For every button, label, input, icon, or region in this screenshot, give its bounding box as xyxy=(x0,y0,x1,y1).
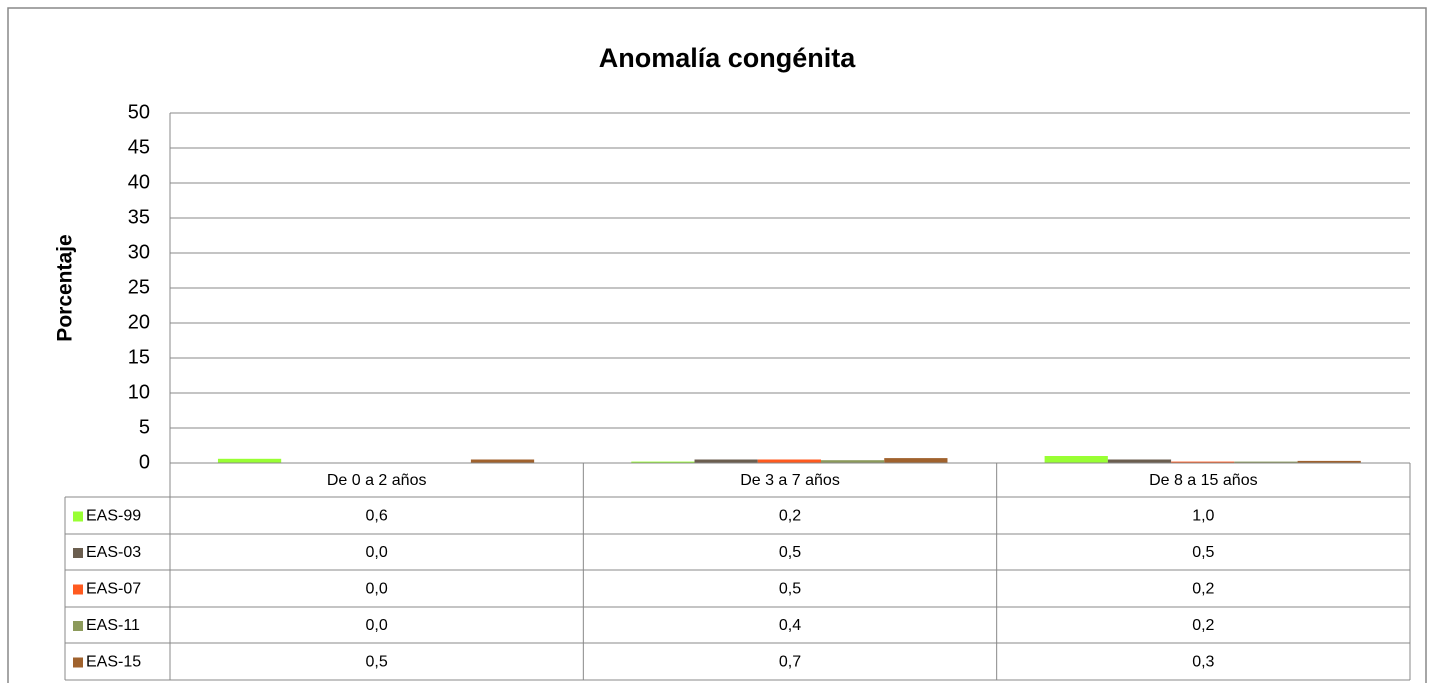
y-tick-label: 10 xyxy=(128,381,150,403)
data-label: 0,2 xyxy=(1192,581,1214,598)
data-label: 0,3 xyxy=(1192,654,1214,671)
bar xyxy=(757,459,821,463)
x-tick-label: De 0 a 2 años xyxy=(327,472,427,489)
bar xyxy=(884,458,948,463)
legend-label: EAS-99 xyxy=(86,508,141,525)
bar xyxy=(1297,460,1361,463)
data-label: 1,0 xyxy=(1192,508,1214,525)
y-tick-label: 5 xyxy=(139,416,150,438)
legend-key xyxy=(73,548,83,558)
y-axis-title: Porcentaje xyxy=(54,234,77,341)
chart-border xyxy=(7,7,1427,688)
bar xyxy=(217,458,282,463)
legend-label: EAS-11 xyxy=(86,617,140,634)
y-tick-label: 40 xyxy=(128,171,150,193)
legend-key xyxy=(73,511,83,522)
chart-title: Anomalía congénita xyxy=(599,43,857,73)
x-tick-label: De 3 a 7 años xyxy=(740,472,840,489)
y-tick-label: 20 xyxy=(128,311,150,333)
legend-label: EAS-03 xyxy=(86,544,141,561)
data-label: 0,0 xyxy=(366,617,388,634)
data-label: 0,7 xyxy=(779,654,801,671)
bar xyxy=(821,460,885,463)
data-label: 0,0 xyxy=(366,581,388,598)
y-tick-label: 25 xyxy=(128,276,150,298)
data-label: 0,2 xyxy=(1192,617,1214,634)
bar xyxy=(1171,461,1235,463)
bar xyxy=(1044,456,1108,463)
y-tick-label: 15 xyxy=(128,346,150,368)
bar xyxy=(694,459,758,463)
data-label: 0,5 xyxy=(779,544,801,561)
data-label: 0,5 xyxy=(779,581,801,598)
data-label: 0,5 xyxy=(366,654,388,671)
data-label: 0,6 xyxy=(366,508,388,525)
data-label: 0,2 xyxy=(779,508,801,525)
bar xyxy=(470,459,535,463)
data-label: 0,5 xyxy=(1192,544,1214,561)
x-tick-label: De 8 a 15 años xyxy=(1149,472,1258,489)
data-label: 0,0 xyxy=(366,544,388,561)
bar xyxy=(631,461,695,463)
bar xyxy=(1234,461,1298,463)
data-label: 0,4 xyxy=(779,617,801,634)
y-tick-label: 35 xyxy=(128,206,150,228)
legend-label: EAS-07 xyxy=(86,581,141,598)
bar xyxy=(1107,459,1172,463)
y-tick-label: 45 xyxy=(128,136,150,158)
legend-key xyxy=(73,657,83,668)
y-tick-label: 50 xyxy=(128,101,150,123)
legend-key xyxy=(73,621,83,631)
legend-label: EAS-15 xyxy=(86,654,141,671)
y-tick-label: 0 xyxy=(139,451,150,473)
legend-key xyxy=(73,584,83,595)
y-tick-label: 30 xyxy=(128,241,150,263)
